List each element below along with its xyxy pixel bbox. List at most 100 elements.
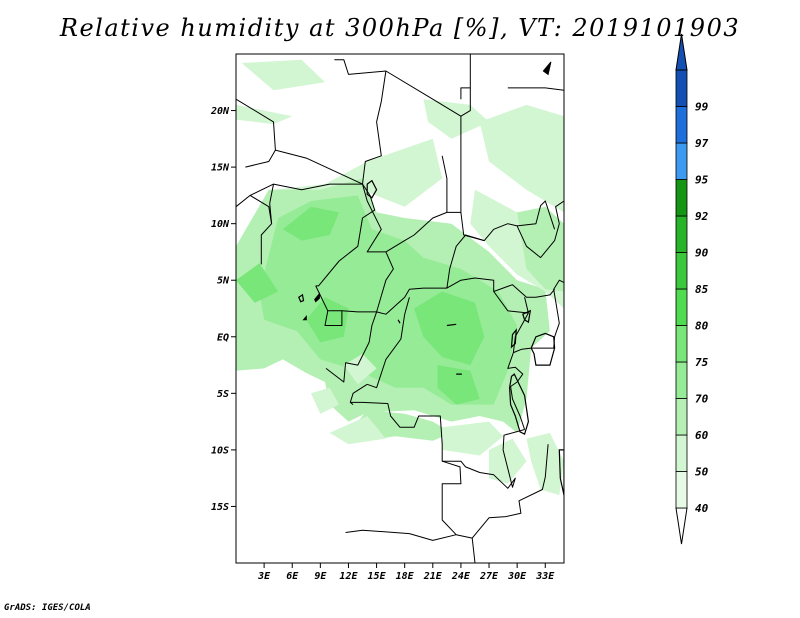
humidity-region-13: [517, 206, 564, 292]
humidity-region-18: [282, 206, 340, 241]
humidity-region-20: [343, 353, 377, 385]
colorbar-label: 75: [695, 356, 709, 369]
colorbar-below-triangle: [675, 507, 688, 545]
lat-tick-label: 20N: [210, 106, 230, 117]
border-line-26: [507, 87, 564, 91]
colorbar-segment: [675, 434, 688, 472]
colorbar-segment: [675, 215, 688, 253]
humidity-shading: [236, 59, 564, 496]
colorbar-label: 60: [695, 429, 709, 442]
colorbar-segment: [675, 142, 688, 180]
humidity-region-19: [236, 263, 279, 303]
map-title: Relative humidity at 300hPa [%], VT: 201…: [59, 14, 741, 42]
colorbar-label: 92: [695, 210, 709, 223]
border-line-12: [345, 444, 549, 541]
lake-outline-5: [510, 328, 517, 349]
border-line-7: [324, 310, 343, 326]
lat-tick-label: EQ: [217, 332, 229, 343]
lon-tick-label: 33E: [535, 571, 555, 582]
humidity-region-16: [414, 291, 485, 366]
colorbar-label: 80: [695, 320, 709, 333]
colorbar-label: 50: [695, 466, 709, 479]
grads-credit: GrADS: IGES/COLA: [4, 603, 91, 613]
humidity-region-9: [489, 438, 527, 484]
border-line-8: [367, 297, 410, 389]
border-line-25: [460, 87, 471, 100]
border-line-9: [349, 383, 368, 405]
island-3: [542, 61, 552, 76]
lon-tick-label: 3E: [257, 571, 271, 582]
colorbar-label: 99: [695, 101, 709, 114]
lake-outline-6: [522, 309, 532, 324]
lon-tick-label: 24E: [451, 571, 471, 582]
lon-tick-label: 12E: [339, 571, 358, 582]
humidity-region-7: [329, 416, 386, 445]
colorbar-segment: [675, 106, 688, 144]
lake-outline-2: [298, 293, 305, 303]
colorbar-segment: [675, 69, 688, 107]
border-line-17: [446, 200, 564, 289]
colorbar-label: 90: [695, 247, 709, 260]
border-line-18: [517, 200, 556, 230]
colorbar-segment: [675, 325, 688, 363]
lake-outline-3: [530, 332, 556, 366]
border-line-4: [362, 155, 448, 253]
colorbar-segment: [675, 252, 688, 290]
colorbar: 40 50 60 70 75 80 85 90 92 95 97 99: [675, 33, 709, 545]
border-line-21: [334, 59, 462, 117]
humidity-region-1: [241, 59, 325, 91]
lon-tick-label: 6E: [286, 571, 299, 582]
colorbar-label: 40: [695, 502, 709, 515]
colorbar-above-triangle: [675, 33, 688, 71]
map-frame: [235, 53, 565, 564]
colorbar-segment: [675, 361, 688, 399]
border-line-20: [460, 54, 471, 213]
humidity-region-10: [526, 432, 564, 496]
colorbar-segment: [675, 471, 688, 509]
lon-tick-label: 27E: [479, 571, 499, 582]
humidity-region-17: [437, 365, 480, 405]
border-line-11: [441, 460, 462, 536]
colorbar-label: 97: [695, 137, 709, 150]
colorbar-segment: [675, 179, 688, 217]
lat-tick-label: 5S: [217, 389, 229, 400]
colorbar-label: 70: [695, 393, 709, 406]
latitude-axis: 20N 15N 10N 5N EQ 5S 10S 15S: [210, 106, 236, 513]
island-2: [302, 315, 307, 321]
lon-tick-label: 21E: [423, 571, 443, 582]
border-line-1: [236, 194, 273, 265]
island-1: [314, 292, 320, 303]
lon-tick-label: 30E: [507, 571, 527, 582]
lake-outline-4: [508, 373, 530, 435]
lake-outline-1: [366, 179, 378, 199]
border-line-13: [471, 538, 476, 563]
lat-tick-label: 15N: [211, 163, 230, 174]
lon-tick-label: 15E: [368, 571, 387, 582]
lake-outline-9: [446, 323, 457, 327]
lake-outline-10: [397, 319, 401, 324]
humidity-region-2: [236, 104, 293, 125]
border-line-2: [249, 183, 376, 287]
longitude-axis: 3E 6E 9E 12E 15E 18E 21E 24E 27E 30E 33E: [257, 563, 555, 582]
lat-tick-label: 5N: [217, 276, 230, 287]
humidity-region-21: [311, 387, 340, 414]
lake-outline-7: [558, 449, 564, 496]
lake-outlines: [298, 61, 564, 496]
colorbar-label: 95: [695, 174, 709, 187]
lon-tick-label: 18E: [396, 571, 415, 582]
humidity-region-14: [423, 99, 489, 139]
colorbar-label: 85: [695, 283, 709, 296]
border-line-24: [362, 70, 387, 185]
lon-tick-label: 9E: [314, 571, 327, 582]
border-line-23: [275, 149, 363, 185]
humidity-region-12: [479, 104, 564, 213]
humidity-region-15: [306, 297, 349, 343]
lat-tick-label: 15S: [211, 502, 229, 513]
colorbar-segment: [675, 288, 688, 326]
border-line-19: [446, 211, 485, 242]
lat-tick-label: 10S: [211, 445, 229, 456]
lat-tick-label: 10N: [211, 219, 230, 230]
border-line-10: [350, 401, 525, 489]
border-line-3: [269, 184, 274, 224]
